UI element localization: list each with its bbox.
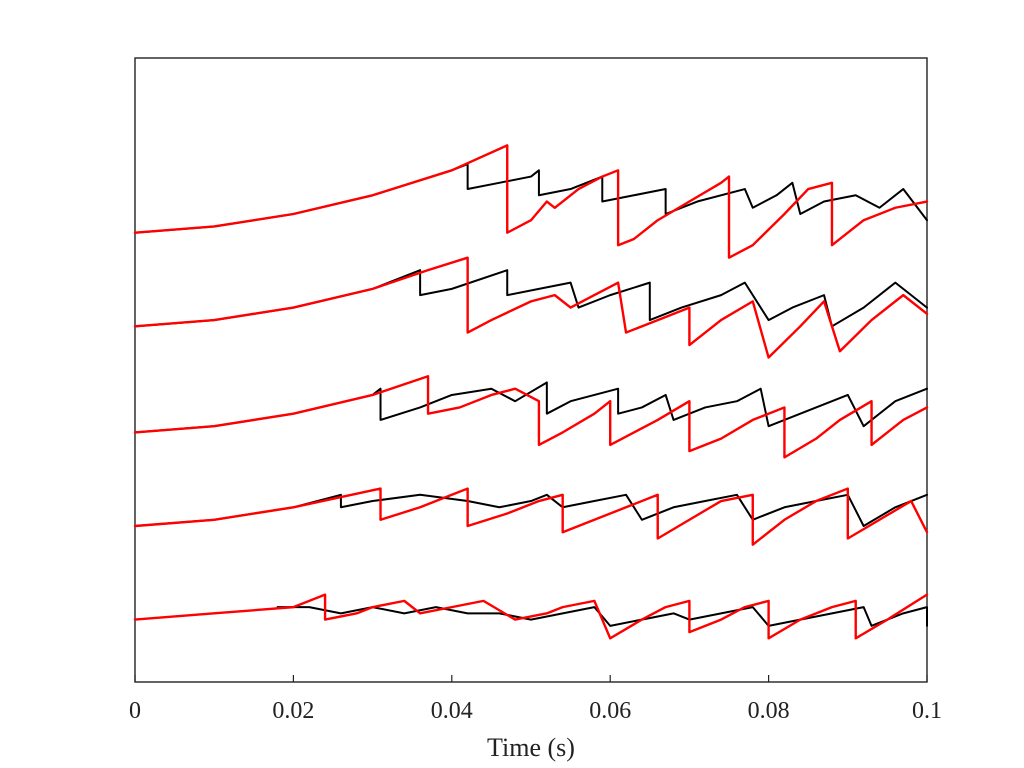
series-line-6 [133,375,929,459]
x-tick-label: 0.02 [272,698,314,724]
series-line-10 [133,593,929,640]
series-line-4 [133,256,929,359]
x-tick-label: 0.06 [589,698,631,724]
series-line-5 [134,381,928,434]
x-axis-label: Time (s) [487,733,575,762]
series-line-3 [134,269,928,328]
x-tick-label: 0.04 [431,698,473,724]
x-tick-layer: 0 0.02 0.04 0.06 0.08 0.1 [129,675,942,724]
series-line-2 [133,144,929,259]
plot-area [134,57,928,683]
x-tick-label: 0.08 [748,698,790,724]
x-tick-label: 0 [129,698,141,724]
series-line-8 [133,487,929,546]
series-layer [133,144,929,640]
x-tick-label: 0.1 [912,698,942,724]
